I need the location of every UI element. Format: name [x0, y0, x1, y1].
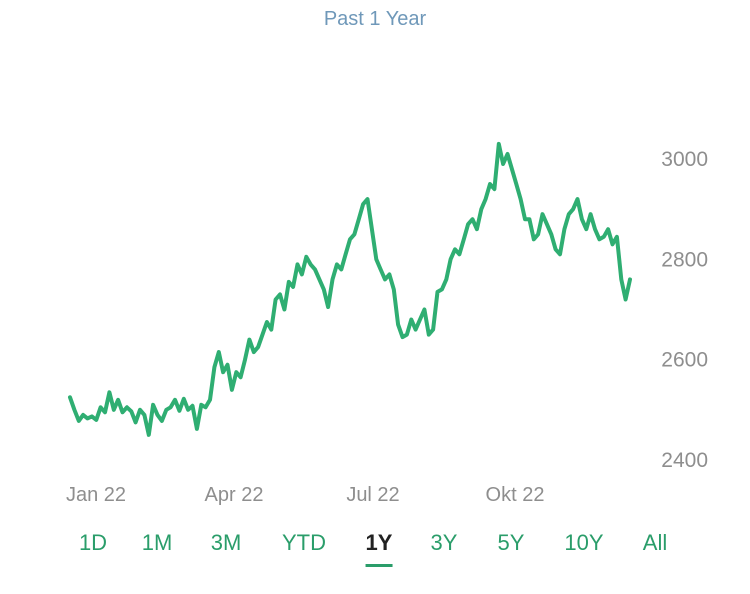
range-button-3y[interactable]: 3Y [430, 530, 458, 555]
range-button-10y[interactable]: 10Y [564, 530, 604, 555]
x-axis-ticks: Jan 22 Apr 22 Jul 22 Okt 22 [66, 484, 544, 506]
y-axis-ticks: 2400 2600 2800 3000 [661, 148, 708, 472]
range-button-ytd[interactable]: YTD [282, 530, 326, 555]
range-button-1y[interactable]: 1Y [365, 530, 393, 567]
range-button-3m[interactable]: 3M [210, 530, 242, 555]
price-series-line [68, 141, 632, 437]
range-button-5y[interactable]: 5Y [497, 530, 525, 555]
y-tick-label: 2600 [661, 349, 708, 372]
x-tick-label: Apr 22 [205, 484, 264, 506]
x-tick-label: Jan 22 [66, 484, 126, 506]
chart-title: Past 1 Year [323, 8, 427, 30]
range-button-1m[interactable]: 1M [141, 530, 173, 555]
range-button-1d[interactable]: 1D [78, 530, 108, 555]
y-tick-label: 3000 [661, 148, 708, 171]
time-range-selector: 1D 1M 3M YTD 1Y 3Y 5Y 10Y All [0, 530, 750, 570]
x-tick-label: Jul 22 [346, 484, 399, 506]
range-button-all[interactable]: All [642, 530, 668, 555]
x-tick-label: Okt 22 [486, 484, 545, 506]
y-tick-label: 2800 [661, 248, 708, 271]
y-tick-label: 2400 [661, 449, 708, 472]
